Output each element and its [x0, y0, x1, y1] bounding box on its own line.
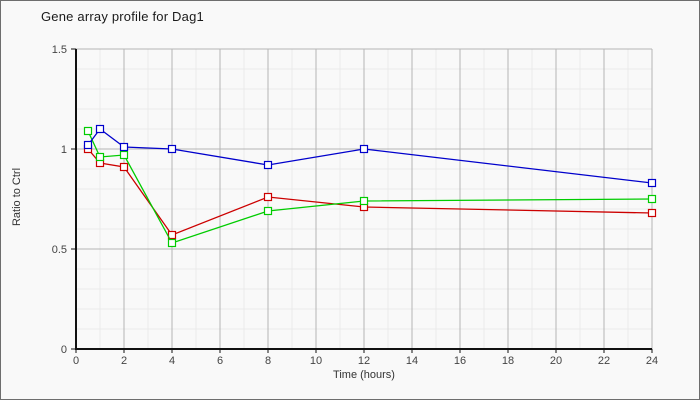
x-tick-label: 10	[310, 355, 322, 367]
blue-series-marker	[119, 142, 129, 152]
blue-series-marker	[83, 140, 93, 150]
green-series-marker	[359, 196, 369, 206]
green-series-marker	[83, 126, 93, 136]
chart-title: Gene array profile for Dag1	[41, 9, 204, 24]
green-series-marker	[167, 238, 177, 248]
x-tick-label: 6	[217, 355, 223, 367]
green-series-marker	[647, 194, 657, 204]
x-tick-label: 12	[358, 355, 370, 367]
blue-series-marker	[167, 144, 177, 154]
x-tick-label: 16	[454, 355, 466, 367]
series-blue-series	[83, 124, 657, 188]
green-series-marker	[95, 152, 105, 162]
red-series-marker	[167, 230, 177, 240]
y-tick-label: 1	[61, 144, 67, 156]
green-series-marker	[263, 206, 273, 216]
x-tick-label: 0	[73, 355, 79, 367]
y-tick-label: 0	[61, 344, 67, 356]
x-tick-label: 8	[265, 355, 271, 367]
x-axis-title: Time (hours)	[333, 369, 395, 381]
y-tick-label: 1.5	[52, 44, 67, 56]
blue-series-marker	[647, 178, 657, 188]
x-tick-label: 2	[121, 355, 127, 367]
red-series-marker	[263, 192, 273, 202]
red-series-marker	[119, 162, 129, 172]
y-axis-title: Ratio to Ctrl	[11, 167, 23, 227]
y-tick-labels: 0 0.5 1 1.5	[52, 44, 67, 356]
blue-series-marker	[95, 124, 105, 134]
series-red-series	[83, 144, 657, 240]
x-tick-label: 18	[502, 355, 514, 367]
blue-series-marker	[359, 144, 369, 154]
blue-series-marker	[263, 160, 273, 170]
axes	[71, 48, 653, 353]
x-tick-labels: 0 2 4 6 8 10 12 14 16 18 20 22 24	[73, 355, 658, 367]
x-tick-label: 20	[550, 355, 562, 367]
x-tick-label: 14	[406, 355, 418, 367]
green-series-marker	[119, 150, 129, 160]
red-series-marker	[647, 208, 657, 218]
y-tick-label: 0.5	[52, 244, 67, 256]
x-tick-label: 24	[646, 355, 658, 367]
x-tick-label: 22	[598, 355, 610, 367]
series-green-series	[83, 126, 657, 248]
x-tick-label: 4	[169, 355, 175, 367]
